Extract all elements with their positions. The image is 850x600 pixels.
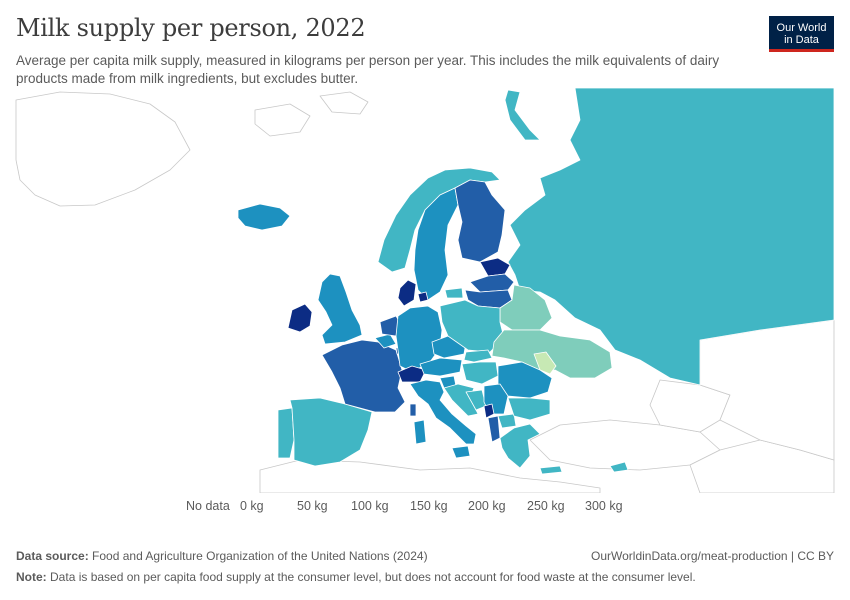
region-portugal bbox=[277, 407, 295, 459]
region-ukraine bbox=[491, 329, 613, 379]
region-kaliningrad bbox=[444, 287, 464, 299]
region-estonia bbox=[479, 257, 511, 277]
chart-subtitle: Average per capita milk supply, measured… bbox=[16, 53, 720, 86]
region-moldova bbox=[533, 351, 557, 375]
legend-tick-100: 100 kg bbox=[351, 499, 389, 513]
region-ireland bbox=[287, 303, 313, 333]
region-crete bbox=[539, 465, 563, 475]
region-denmark bbox=[397, 279, 417, 307]
greenland-outline bbox=[15, 91, 191, 207]
region-spain bbox=[289, 397, 373, 467]
svalbard-outline bbox=[254, 103, 311, 137]
region-novaya-zemlya bbox=[504, 89, 541, 141]
chart-title: Milk supply per person, 2022 bbox=[16, 14, 366, 42]
central-asia-outline bbox=[699, 319, 835, 461]
region-sardinia bbox=[413, 419, 427, 445]
data-source-label: Data source: bbox=[16, 549, 89, 563]
data-source: Data source: Food and Agriculture Organi… bbox=[16, 549, 428, 563]
note-text: Data is based on per capita food supply … bbox=[50, 570, 696, 584]
cyprus-outline bbox=[609, 461, 629, 473]
logo-line-2: in Data bbox=[784, 34, 819, 46]
legend-tick-0: 0 kg bbox=[240, 499, 264, 513]
region-slovakia bbox=[463, 349, 493, 363]
arctic-island-outline bbox=[319, 91, 369, 115]
region-latvia bbox=[469, 273, 515, 293]
legend-no-data-label: No data bbox=[186, 499, 230, 513]
legend-tick-150: 150 kg bbox=[410, 499, 448, 513]
region-switzerland bbox=[397, 365, 427, 383]
region-corsica bbox=[409, 403, 417, 417]
region-belgium bbox=[374, 333, 397, 349]
region-hungary bbox=[461, 361, 499, 385]
region-france bbox=[321, 339, 406, 413]
source-url-link[interactable]: OurWorldinData.org/meat-production | CC … bbox=[591, 549, 834, 563]
owid-logo[interactable]: Our World in Data bbox=[769, 16, 834, 52]
region-finland bbox=[454, 179, 506, 263]
region-germany bbox=[395, 305, 443, 373]
region-albania bbox=[487, 415, 501, 443]
region-belarus bbox=[499, 284, 553, 331]
legend-tick-250: 250 kg bbox=[527, 499, 565, 513]
region-north-macedonia bbox=[497, 413, 517, 429]
data-source-text: Food and Agriculture Organization of the… bbox=[92, 549, 428, 563]
region-greece bbox=[499, 423, 541, 469]
region-bulgaria bbox=[507, 397, 551, 421]
legend-tick-50: 50 kg bbox=[297, 499, 328, 513]
region-iceland bbox=[237, 203, 291, 231]
region-italy bbox=[409, 379, 477, 445]
note: Note: Data is based on per capita food s… bbox=[16, 570, 696, 584]
region-austria bbox=[419, 357, 463, 377]
region-denmark-zealand bbox=[417, 291, 429, 303]
region-montenegro bbox=[483, 403, 495, 419]
legend-tick-200: 200 kg bbox=[468, 499, 506, 513]
region-sicily bbox=[451, 445, 471, 459]
logo-line-1: Our World bbox=[776, 22, 827, 34]
legend-tick-300: 300 kg bbox=[585, 499, 623, 513]
europe-choropleth-map bbox=[15, 88, 835, 493]
note-label: Note: bbox=[16, 570, 47, 584]
region-united-kingdom bbox=[317, 273, 363, 345]
